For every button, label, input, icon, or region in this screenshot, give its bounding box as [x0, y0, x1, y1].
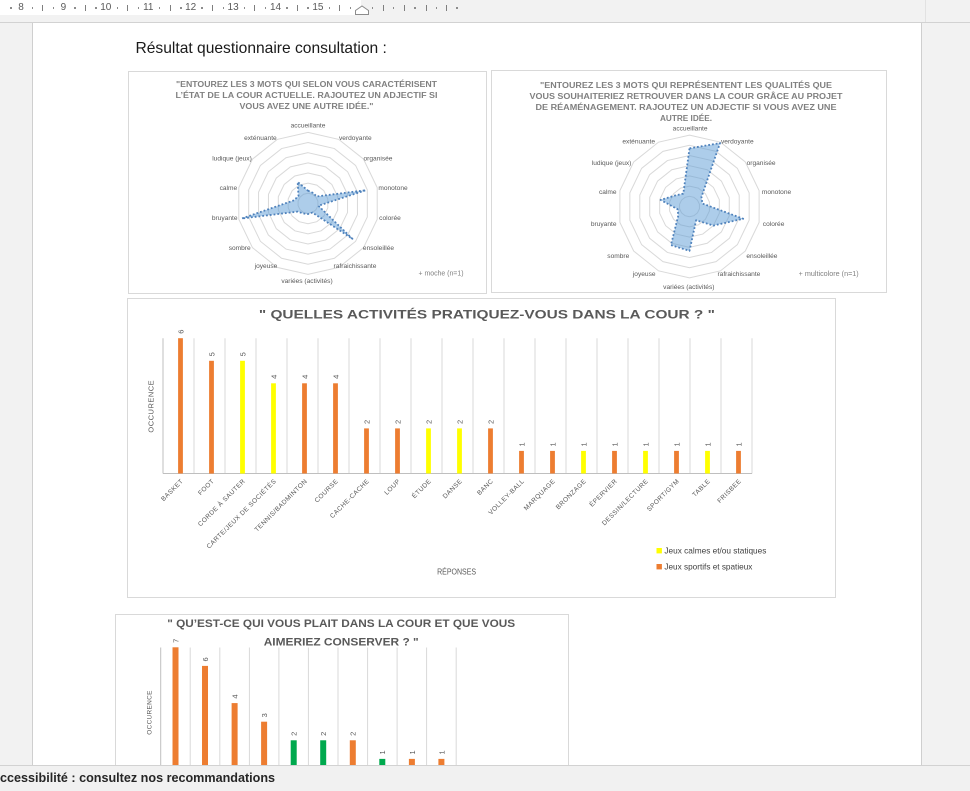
- svg-text:sombre: sombre: [607, 253, 629, 260]
- svg-text:FRISBEE: FRISBEE: [716, 478, 743, 505]
- svg-text:5: 5: [238, 352, 247, 356]
- svg-text:1: 1: [610, 442, 619, 446]
- svg-text:MARQUAGE: MARQUAGE: [523, 478, 557, 512]
- svg-text:"ENTOUREZ LES 3 MOTS QUI SELON: "ENTOUREZ LES 3 MOTS QUI SELON VOUS CARA…: [176, 80, 437, 89]
- svg-text:verdoyante: verdoyante: [339, 135, 372, 142]
- svg-text:Jeux sportifs et spatieux: Jeux sportifs et spatieux: [664, 561, 753, 571]
- svg-text:bruyante: bruyante: [212, 215, 238, 222]
- svg-text:BASKET: BASKET: [160, 478, 185, 503]
- svg-text:1: 1: [672, 442, 681, 446]
- svg-text:2: 2: [289, 731, 298, 735]
- svg-text:1: 1: [734, 442, 743, 446]
- svg-text:1: 1: [408, 750, 417, 754]
- svg-text:3: 3: [260, 713, 269, 717]
- svg-text:AUTRE IDÉE.: AUTRE IDÉE.: [660, 114, 712, 123]
- svg-text:ensoleillée: ensoleillée: [363, 245, 394, 252]
- svg-text:verdoyante: verdoyante: [720, 139, 753, 146]
- svg-text:6: 6: [176, 330, 185, 334]
- svg-text:" QU’EST-CE QUI VOUS PLAIT DAN: " QU’EST-CE QUI VOUS PLAIT DANS LA COUR …: [167, 617, 515, 629]
- svg-text:sombre: sombre: [229, 245, 251, 252]
- svg-text:1: 1: [548, 442, 557, 446]
- svg-text:2: 2: [455, 420, 464, 424]
- svg-text:RÉPONSES: RÉPONSES: [437, 567, 476, 576]
- svg-text:4: 4: [230, 694, 239, 698]
- svg-text:monotone: monotone: [761, 189, 791, 196]
- svg-text:5: 5: [207, 352, 216, 356]
- svg-text:colorée: colorée: [379, 215, 401, 222]
- svg-text:4: 4: [331, 375, 340, 379]
- svg-text:BRONZAGE: BRONZAGE: [555, 478, 588, 511]
- svg-text:4: 4: [269, 375, 278, 379]
- svg-text:calme: calme: [220, 185, 238, 192]
- svg-text:rafraichissante: rafraichissante: [717, 271, 760, 278]
- svg-text:2: 2: [424, 420, 433, 424]
- svg-text:DE RÉAMÉNAGEMENT. RAJOUTEZ UN: DE RÉAMÉNAGEMENT. RAJOUTEZ UN ADJECTIF S…: [535, 103, 837, 112]
- svg-text:TABLE: TABLE: [691, 478, 712, 499]
- svg-text:VOUS AVEZ UNE AUTRE IDÉE.": VOUS AVEZ UNE AUTRE IDÉE.": [240, 102, 374, 111]
- svg-text:1: 1: [703, 442, 712, 446]
- svg-text:2: 2: [393, 420, 402, 424]
- svg-text:Jeux calmes et/ou statiques: Jeux calmes et/ou statiques: [664, 545, 766, 555]
- svg-text:AIMERIEZ CONSERVER ? ": AIMERIEZ CONSERVER ? ": [264, 636, 419, 648]
- svg-text:COURSE: COURSE: [314, 478, 341, 505]
- svg-text:7: 7: [171, 638, 180, 642]
- svg-text:calme: calme: [599, 189, 617, 196]
- svg-text:ensoleillée: ensoleillée: [746, 253, 777, 260]
- svg-text:2: 2: [348, 731, 357, 735]
- svg-text:2: 2: [362, 420, 371, 424]
- svg-text:exténuante: exténuante: [622, 139, 655, 146]
- svg-text:exténuante: exténuante: [244, 135, 277, 142]
- svg-text:organisée: organisée: [746, 160, 775, 167]
- svg-text:FOOT: FOOT: [197, 478, 216, 497]
- svg-text:ÉPERVIER: ÉPERVIER: [587, 477, 619, 509]
- svg-text:" QUELLES ACTIVITÉS PRATIQUEZ-: " QUELLES ACTIVITÉS PRATIQUEZ-VOUS DANS …: [259, 307, 715, 322]
- svg-text:2: 2: [319, 731, 328, 735]
- svg-text:ludique (jeux): ludique (jeux): [591, 160, 631, 167]
- svg-text:organisée: organisée: [364, 156, 393, 163]
- svg-text:L’ÉTAT DE LA COUR ACTUELLE. RA: L’ÉTAT DE LA COUR ACTUELLE. RAJOUTEZ UN …: [176, 91, 438, 100]
- svg-text:joyeuse: joyeuse: [631, 271, 655, 278]
- svg-text:+ multicolore (n=1): + multicolore (n=1): [798, 271, 858, 278]
- svg-text:1: 1: [437, 750, 446, 754]
- svg-text:2: 2: [486, 420, 495, 424]
- svg-text:ludique (jeux): ludique (jeux): [212, 156, 252, 163]
- svg-text:SPORT/GYM: SPORT/GYM: [646, 478, 681, 513]
- svg-text:4: 4: [300, 375, 309, 379]
- svg-text:variées (activités): variées (activités): [663, 284, 714, 291]
- svg-text:colorée: colorée: [762, 221, 784, 228]
- svg-text:6: 6: [201, 657, 210, 661]
- svg-text:accueillante: accueillante: [291, 123, 326, 130]
- svg-text:TENNIS/BADMINTON: TENNIS/BADMINTON: [254, 478, 310, 534]
- svg-text:1: 1: [378, 750, 387, 754]
- svg-text:ÉTUDE: ÉTUDE: [410, 476, 434, 500]
- svg-text:DANSE: DANSE: [442, 478, 464, 500]
- svg-text:OCCURENCE: OCCURENCE: [147, 689, 154, 734]
- svg-text:VOUS SOUHAITERIEZ RETROUVER DA: VOUS SOUHAITERIEZ RETROUVER DANS LA COUR…: [529, 92, 842, 101]
- svg-text:monotone: monotone: [378, 185, 408, 192]
- svg-text:accueillante: accueillante: [672, 126, 707, 133]
- svg-text:+ moche (n=1): + moche (n=1): [419, 271, 464, 278]
- svg-text:rafraichissante: rafraichissante: [334, 263, 377, 270]
- svg-text:1: 1: [579, 442, 588, 446]
- svg-text:joyeuse: joyeuse: [254, 263, 278, 270]
- svg-text:BANC: BANC: [476, 478, 495, 497]
- svg-text:OCCURENCE: OCCURENCE: [146, 380, 155, 433]
- svg-text:bruyante: bruyante: [590, 221, 616, 228]
- svg-text:LOUP: LOUP: [383, 478, 402, 497]
- svg-text:variées (activités): variées (activités): [281, 278, 332, 285]
- svg-text:"ENTOUREZ LES 3 MOTS QUI REPRÉ: "ENTOUREZ LES 3 MOTS QUI REPRÉSENTENT LE…: [540, 81, 833, 90]
- svg-text:1: 1: [517, 442, 526, 446]
- svg-text:1: 1: [641, 442, 650, 446]
